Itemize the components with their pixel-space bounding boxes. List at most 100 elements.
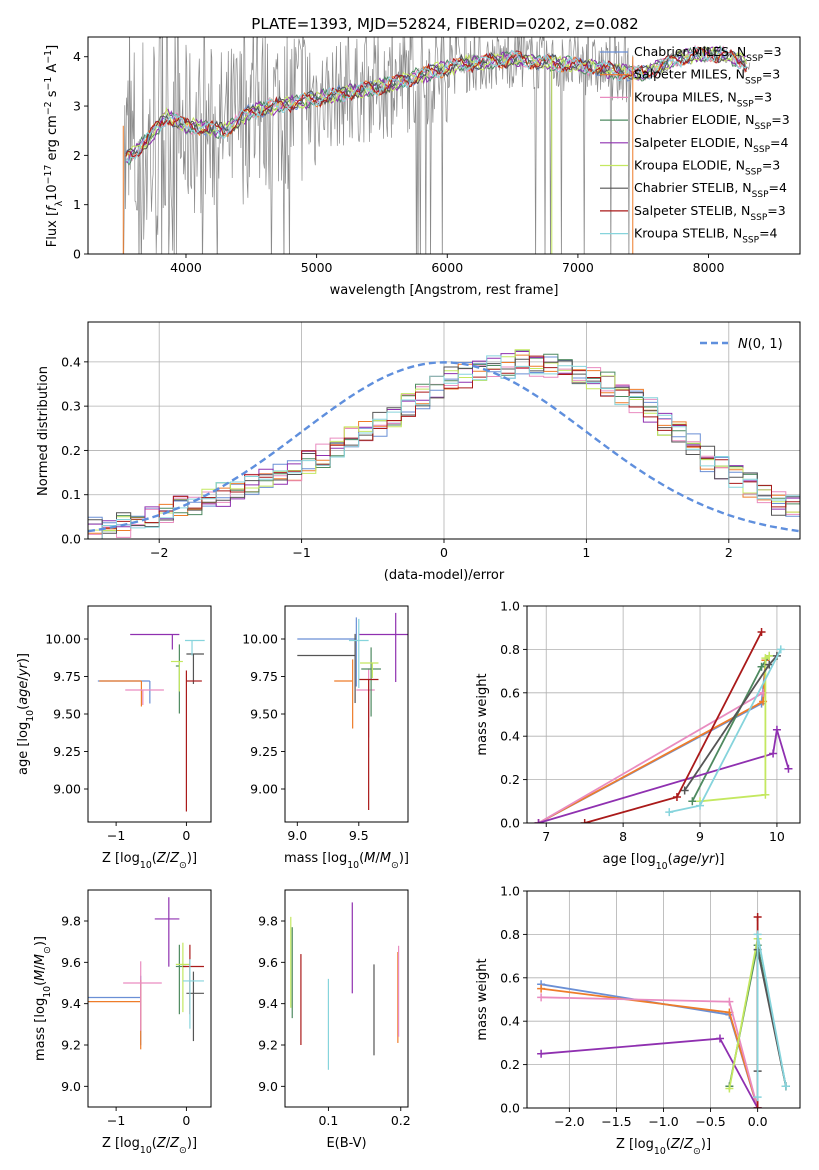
- y-tick-label: 0: [73, 247, 81, 262]
- y-tick-label: 0.0: [500, 1101, 520, 1116]
- y-tick-label: 9.6: [61, 955, 81, 970]
- x-tick-label: 0: [440, 545, 448, 560]
- mass-weight-marker: [776, 645, 785, 654]
- mass-weight-line: [538, 692, 764, 823]
- mass-weight-marker: [725, 1084, 734, 1093]
- spectrum-legend: Chabrier MILES, NSSP=3 Salpeter MILES, NS…: [600, 44, 790, 246]
- x-tick-label: −1.0: [648, 1114, 678, 1129]
- massweight-vs-z-panel: −2.0 −1.5 −1.0 −0.5 0.0 0.0 0.2 0.4 0.6 0.8 1.0 Z […: [475, 884, 801, 1157]
- y-tick-label: 1.0: [500, 884, 520, 899]
- massweight-vs-z-plot-area: [537, 913, 790, 1108]
- y-tick-label: 0.3: [61, 399, 81, 414]
- mass-weight-marker: [772, 725, 781, 734]
- mass-vs-z-plot-area: [88, 897, 204, 1050]
- y-tick-label: 1: [73, 197, 81, 212]
- y-tick-label: 9.2: [258, 1038, 278, 1053]
- legend-entry-label: Salpeter STELIB, NSSP=3: [634, 203, 786, 223]
- x-tick-label: 10: [769, 829, 785, 844]
- y-tick-label: 0.0: [61, 532, 81, 547]
- x-tick-label: 9.0: [287, 828, 307, 843]
- y-tick-label: 0.4: [61, 354, 81, 369]
- mass-weight-marker: [537, 993, 546, 1002]
- figure-title: PLATE=1393, MJD=52824, FIBERID=0202, z=0…: [251, 15, 638, 33]
- x-tick-label: 0.2: [391, 1113, 411, 1128]
- legend-entry-label: Chabrier STELIB, NSSP=4: [634, 180, 787, 200]
- massweight-vs-age-panel: 7 8 9 10 0.0 0.2 0.4 0.6 0.8 1.0 age [log10(age/yr…: [475, 599, 801, 872]
- mass-weight-marker: [753, 1104, 762, 1108]
- x-tick-label: 0: [182, 1113, 190, 1128]
- y-tick-label: 0.2: [500, 1057, 520, 1072]
- y-tick-label: 3: [73, 99, 81, 114]
- residual-histogram: [88, 356, 800, 526]
- x-tick-label: −1: [107, 828, 125, 843]
- y-tick-label: 0.0: [500, 816, 520, 831]
- mass-weight-line: [538, 729, 790, 823]
- residuals-y-axis-label: Normed distribution: [36, 366, 51, 496]
- mass-weight-marker: [769, 749, 778, 758]
- age-vs-z-plot-area: [97, 633, 205, 812]
- massweight-vs-z-x-axis-label: Z [log10(Z/Z⊙)]: [616, 1137, 711, 1157]
- legend-entry-label: Kroupa MILES, NSSP=3: [634, 89, 772, 109]
- mass-vs-ebv-plot-area: [290, 902, 400, 1070]
- x-tick-label: 0.1: [318, 1113, 338, 1128]
- y-tick-label: 9.0: [258, 1079, 278, 1094]
- normal-curve: [88, 361, 800, 533]
- x-tick-label: 8: [619, 829, 627, 844]
- y-tick-label: 9.2: [61, 1038, 81, 1053]
- legend-entry-label: Salpeter MILES, NSSP=3: [634, 67, 780, 87]
- y-tick-label: 9.4: [61, 996, 81, 1011]
- legend-entry-label: Kroupa STELIB, NSSP=4: [634, 226, 778, 246]
- age-vs-z-y-axis-label: age [log10(age/yr)]: [16, 653, 36, 775]
- y-tick-label: 9.4: [258, 996, 278, 1011]
- spectrum-model-line: [125, 45, 747, 155]
- y-tick-label: 0.4: [500, 1014, 520, 1029]
- y-tick-label: 9.6: [258, 955, 278, 970]
- mass-weight-marker: [757, 662, 766, 671]
- y-tick-label: 9.75: [250, 669, 278, 684]
- y-tick-label: 9.8: [258, 914, 278, 929]
- age-vs-mass-x-axis-label: mass [log10(M/M⊙)]: [284, 851, 409, 871]
- mass-weight-marker: [761, 790, 770, 799]
- mass-weight-marker: [665, 808, 674, 817]
- mass-weight-marker: [784, 764, 793, 773]
- x-tick-label: −2.0: [554, 1114, 584, 1129]
- y-tick-label: 0.6: [500, 970, 520, 985]
- y-tick-label: 0.4: [500, 729, 520, 744]
- mass-weight-marker: [580, 819, 589, 823]
- mass-weight-marker: [765, 651, 774, 660]
- x-tick-label: −1: [292, 545, 310, 560]
- x-tick-label: 1: [582, 545, 590, 560]
- age-vs-z-panel: −1 0 9.00 9.25 9.50 9.75 10.00 Z [log10(Z/Z⊙)] a…: [16, 605, 212, 871]
- x-tick-label: 8000: [693, 260, 725, 275]
- x-tick-label: 5000: [301, 260, 333, 275]
- mass-weight-marker: [688, 797, 697, 806]
- spectrum-panel: 4000 5000 6000 7000 8000 0 1 2 3 4 wavelength [Ang…: [43, 36, 801, 298]
- x-tick-label: 7000: [562, 260, 594, 275]
- y-tick-label: 0.6: [500, 685, 520, 700]
- y-tick-label: 1.0: [500, 599, 520, 614]
- spectrum-model-line: [125, 46, 748, 165]
- y-tick-label: 10.00: [242, 632, 278, 647]
- y-tick-label: 9.25: [250, 744, 278, 759]
- mass-vs-ebv-frame: [284, 889, 409, 1108]
- mass-weight-marker: [696, 801, 705, 810]
- mass-vs-ebv-x-axis-label: E(B-V): [326, 1136, 366, 1151]
- mass-vs-z-y-axis-label: mass [log10(M/M⊙)]: [33, 936, 53, 1061]
- x-tick-label: 0.0: [748, 1114, 768, 1129]
- legend-entry-label: Chabrier MILES, NSSP=3: [634, 44, 782, 64]
- spectrum-frame: [87, 36, 801, 255]
- spectrum-plot-area: [122, 37, 751, 254]
- mass-weight-marker: [753, 1093, 762, 1102]
- y-tick-label: 9.0: [61, 1079, 81, 1094]
- age-vs-mass-plot-area: [297, 612, 408, 810]
- y-tick-label: 0.8: [500, 927, 520, 942]
- mass-weight-marker: [534, 819, 543, 823]
- legend-entry-label: Salpeter ELODIE, NSSP=4: [634, 135, 789, 155]
- x-tick-label: 4000: [170, 260, 202, 275]
- y-tick-label: 9.50: [53, 707, 81, 722]
- y-tick-label: 4: [73, 49, 81, 64]
- mass-weight-marker: [537, 984, 546, 993]
- x-tick-label: 9: [696, 829, 704, 844]
